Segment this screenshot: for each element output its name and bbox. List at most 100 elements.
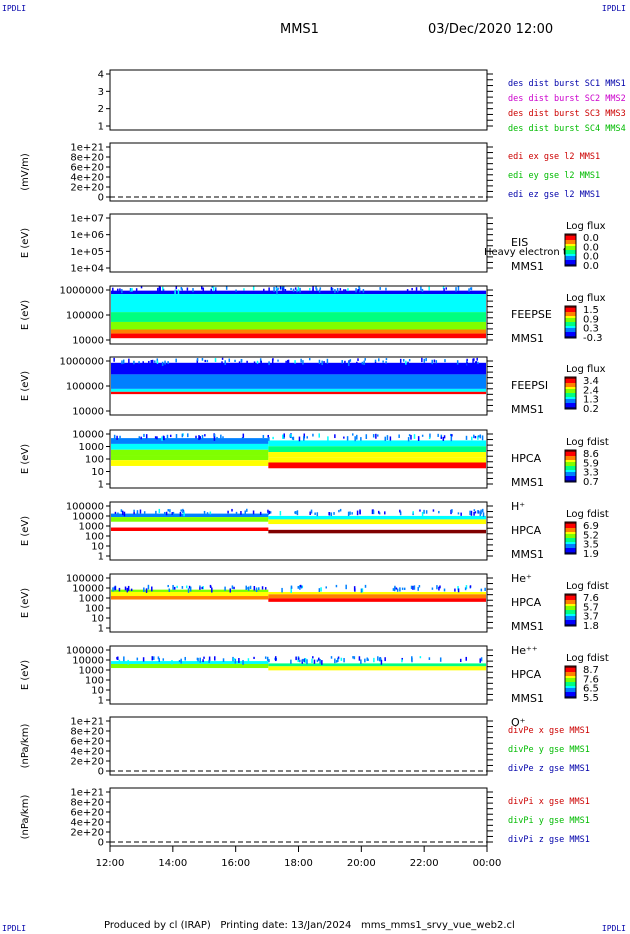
sc-distance-ytick-label: 3 (98, 87, 104, 98)
feepse-speckle (336, 288, 339, 293)
hpca-h-speckle (450, 433, 452, 437)
hpca-h-speckle (334, 434, 336, 439)
hpca-he-band-1-a (111, 517, 269, 522)
feepse-speckle (174, 289, 176, 295)
hpca-h-speckle (166, 434, 169, 439)
hpca-o-colorbar-cell (565, 694, 576, 697)
hpca-o-speckle (142, 657, 145, 662)
hpca-o-speckle (299, 659, 301, 663)
hpca-he-frame (109, 501, 488, 561)
hpca-he2-side-label-0: HPCA (511, 596, 542, 609)
hpca-o-colorbar-cell (565, 680, 576, 683)
hpca-he-speckle (279, 511, 282, 516)
hpca-he-speckle (171, 512, 174, 515)
feepsi-speckle (378, 358, 380, 362)
feepse-colorbar-title: Log flux (566, 293, 606, 304)
hpca-h-speckle (346, 436, 349, 441)
eis-colorbar-tick: 0.0 (583, 261, 599, 272)
hpca-o-ytick-label: 1000 (79, 666, 104, 677)
hpca-he2-speckle (151, 586, 153, 592)
hpca-he2-speckle (112, 587, 114, 592)
hpca-he2-ytick-label: 100000 (66, 574, 104, 585)
hpca-he2-speckle (469, 585, 472, 588)
hpca-he-speckle (338, 509, 340, 513)
hpca-he2-colorbar-cell (565, 596, 576, 599)
feepse-colorbar-cell (565, 328, 576, 331)
hpca-he2-ylabel: E (eV) (20, 588, 31, 618)
footer-filename: mms_mms1_srvy_vue_web2.cl (360, 920, 515, 931)
feepsi-speckle (113, 357, 115, 362)
hpca-h-speckle (242, 433, 245, 438)
hpca-he-speckle (114, 511, 117, 514)
hpca-h-colorbar-cell (565, 478, 576, 481)
hpca-he2-speckle (202, 586, 204, 590)
hpca-h-speckle (377, 434, 379, 437)
divpi-ytick-label: 8e+20 (70, 798, 104, 809)
hpca-he2-band-0-a (111, 589, 269, 592)
feepse-speckle (210, 288, 212, 293)
hpca-he-colorbar-cell (565, 542, 576, 545)
hpca-he2-speckle (231, 585, 234, 589)
hpca-o-speckle (312, 656, 314, 659)
feepse-speckle (235, 289, 237, 292)
hpca-he2-speckle (290, 588, 292, 594)
hpca-he-speckle (347, 511, 350, 517)
hpca-h-speckle (407, 437, 410, 442)
feepsi-colorbar-cell (565, 395, 576, 398)
hpca-o-speckle (196, 657, 199, 661)
feepsi-speckle (374, 361, 377, 365)
feepsi-speckle (221, 361, 223, 364)
hpca-he-band-2-b (268, 529, 486, 534)
feepsi-speckle (196, 358, 199, 362)
hpca-he-speckle (268, 510, 271, 514)
hpca-he-side-label-0: HPCA (511, 524, 542, 537)
hpca-he2-ytick-label: 100 (85, 604, 104, 615)
hpca-h-band-1-b (268, 446, 486, 453)
hpca-he2-speckle (320, 587, 322, 592)
feepsi-colorbar-tick: 0.2 (583, 404, 599, 415)
hpca-he-speckle (295, 511, 297, 515)
hpca-h-speckle (201, 434, 204, 439)
eis-ytick-label: 1e+06 (70, 230, 104, 241)
hpca-he-speckle (477, 510, 479, 514)
hpca-he2-speckle (188, 585, 191, 589)
hpca-he-speckle (246, 508, 248, 512)
hpca-h-speckle (360, 437, 362, 441)
hpca-he2-speckle (403, 587, 406, 591)
hpca-h-colorbar-tick: 8.6 (583, 449, 599, 460)
hpca-h-speckle (327, 436, 329, 441)
hpca-o-speckle (364, 658, 366, 663)
hpca-o-speckle (171, 660, 173, 665)
hpca-he-speckle (438, 510, 440, 514)
feepsi-speckle (444, 359, 446, 363)
hpca-he-speckle (310, 509, 313, 514)
hpca-he-speckle (167, 509, 169, 512)
eis-colorbar-cell (565, 256, 576, 259)
hpca-o-speckle (358, 656, 361, 661)
feepsi-colorbar-cell (565, 383, 576, 386)
corner-top-left: IPDLI (2, 4, 27, 13)
feepse-colorbar-cell (565, 306, 576, 309)
feepsi-colorbar-cell (565, 387, 576, 390)
feepse-speckle (315, 285, 317, 290)
feepsi-speckle (224, 360, 226, 365)
hpca-h-speckle (428, 436, 431, 440)
hpca-o-speckle (199, 657, 201, 663)
hpca-he2-speckle (185, 585, 188, 589)
feepse-side-label-1: MMS1 (511, 332, 544, 345)
hpca-o-speckle (340, 657, 343, 661)
hpca-he-speckle (460, 512, 462, 516)
hpca-h-speckle (267, 434, 269, 438)
feepse-speckle (468, 288, 470, 292)
hpca-o-ytick-label: 10000 (72, 656, 104, 667)
feepse-speckle (339, 288, 342, 291)
hpca-he-speckle (482, 512, 485, 517)
feepse-speckle (415, 287, 418, 291)
feepse-speckle (344, 289, 347, 293)
feepsi-speckle (308, 358, 311, 361)
divpe-legend-1: divPe y gse MMS1 (508, 745, 590, 755)
feepsi-speckle (287, 359, 290, 364)
hpca-he2-speckle (249, 585, 252, 590)
hpca-he2-band-0-b (268, 591, 486, 595)
hpca-he2-speckle (187, 588, 190, 593)
